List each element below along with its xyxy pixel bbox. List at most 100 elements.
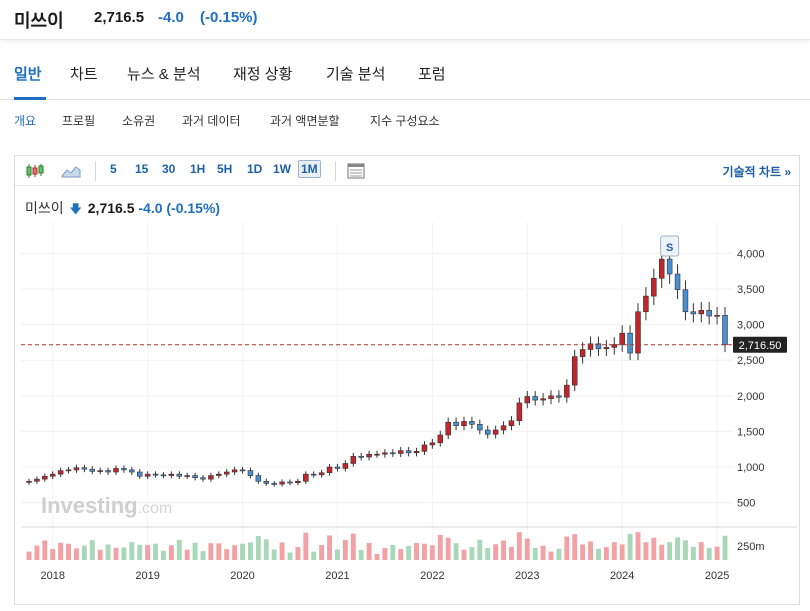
volume-bar: [611, 542, 617, 560]
candle: [666, 258, 673, 275]
volume-bar: [58, 542, 64, 560]
table-icon[interactable]: [344, 160, 368, 182]
quote-header: 미쓰이 2,716.5 -4.0 (-0.15%): [0, 0, 810, 40]
volume-bar: [287, 552, 293, 560]
subtab-ownership[interactable]: 소유권: [122, 114, 156, 128]
candle: [390, 452, 396, 455]
tab-technical[interactable]: 기술 분석: [326, 66, 386, 83]
volume-bar: [477, 539, 483, 560]
chart-overlay: 2,716.50 S: [21, 235, 787, 353]
candle: [477, 423, 483, 431]
volume-bar: [374, 554, 380, 560]
volume-bar: [453, 543, 459, 560]
candle: [484, 429, 491, 435]
candle: [239, 469, 246, 472]
volume-bar: [184, 549, 190, 560]
volume-bar: [603, 547, 609, 560]
candle: [658, 258, 665, 279]
subtab-historical-data[interactable]: 과거 데이터: [182, 114, 241, 128]
volume-bar: [532, 547, 538, 560]
candle: [318, 472, 325, 476]
tab-general[interactable]: 일반: [14, 66, 42, 83]
subtab-overview[interactable]: 개요: [14, 114, 37, 128]
volume-bar: [406, 546, 412, 560]
volume-bar: [232, 545, 238, 560]
subtab-profile[interactable]: 프로필: [62, 114, 96, 128]
candle: [287, 481, 293, 484]
volume-bar: [461, 549, 467, 560]
candle: [453, 421, 459, 427]
volume-bar: [714, 546, 720, 560]
candle: [469, 421, 475, 425]
volume-bar: [319, 545, 325, 560]
chart-legend: 미쓰이 🡇 2,716.5 -4.0 (-0.15%): [25, 198, 220, 221]
volume-bar: [137, 544, 143, 560]
toolbar-divider: [335, 161, 336, 181]
candle: [271, 483, 277, 485]
investing-watermark: Investing.com: [41, 493, 172, 518]
x-tick-label: 2018: [40, 570, 64, 582]
subtab-historical-splits[interactable]: 과거 액면분할: [270, 114, 340, 128]
volume-bar: [627, 534, 633, 560]
volume-bar: [263, 539, 269, 560]
volume-bar: [255, 536, 261, 560]
volume-bar: [572, 534, 578, 560]
volume-bar: [335, 549, 340, 560]
candle: [619, 332, 625, 345]
candle: [358, 456, 364, 458]
price-chart[interactable]: Investing.com 500 1,000 1,500 2,000 2,500 3,0…: [15, 156, 799, 604]
area-chart-icon[interactable]: [59, 160, 83, 182]
volume-bar: [445, 537, 451, 560]
candle: [136, 471, 143, 477]
interval-1w[interactable]: 1W: [273, 162, 291, 176]
price-change-pct: (-0.15%): [200, 9, 258, 26]
legend-change-pct: (-0.15%): [166, 200, 221, 216]
interval-1d[interactable]: 1D: [247, 162, 263, 176]
interval-1h[interactable]: 1H: [190, 162, 206, 176]
technical-chart-link[interactable]: 기술적 차트 »: [722, 165, 791, 179]
volume-bar: [493, 544, 499, 560]
x-tick-label: 2021: [325, 570, 349, 582]
candle: [247, 470, 254, 476]
candle: [121, 468, 127, 471]
volume-bar: [161, 550, 166, 560]
volume-bar: [596, 548, 601, 560]
chart-axes: 500 1,000 1,500 2,000 2,500 3,000 3,500 4,000 25…: [21, 248, 797, 582]
interval-30[interactable]: 30: [162, 162, 176, 176]
volume-bar: [34, 545, 40, 560]
subtab-index-components[interactable]: 지수 구성요소: [370, 114, 440, 128]
candle: [603, 347, 610, 350]
candle: [571, 356, 578, 386]
interval-1m[interactable]: 1M: [298, 160, 321, 178]
candle: [57, 470, 64, 475]
candle: [342, 463, 349, 469]
y-tick-label: 3,500: [737, 284, 765, 296]
tab-financials[interactable]: 재정 상황: [233, 66, 293, 83]
candle: [445, 421, 451, 436]
volume-bar: [635, 532, 641, 560]
candle: [643, 295, 649, 313]
volume-bar: [358, 549, 364, 560]
watermark-text: Investing.com: [41, 493, 172, 518]
stock-price: 2,716.5: [94, 9, 145, 26]
legend-price: 2,716.5: [87, 200, 135, 216]
candlestick-icon[interactable]: [23, 160, 47, 182]
volume-bar: [176, 539, 182, 560]
candle: [216, 473, 222, 476]
volume-bar: [97, 549, 103, 560]
tab-news-analysis[interactable]: 뉴스 & 분석: [127, 66, 201, 83]
interval-5h[interactable]: 5H: [217, 162, 233, 176]
volume-bar: [295, 547, 301, 560]
tab-chart[interactable]: 차트: [70, 66, 98, 83]
volume-bar: [129, 542, 135, 560]
interval-5[interactable]: 5: [110, 162, 117, 176]
volume-bar: [564, 536, 570, 560]
volume-bar: [145, 545, 151, 560]
candle: [587, 343, 594, 350]
watermark-suffix: .com: [138, 500, 173, 517]
candle: [651, 277, 657, 297]
interval-15[interactable]: 15: [135, 162, 149, 176]
volume-bar: [192, 542, 198, 560]
candle: [295, 480, 301, 483]
tab-forum[interactable]: 포럼: [418, 66, 446, 83]
